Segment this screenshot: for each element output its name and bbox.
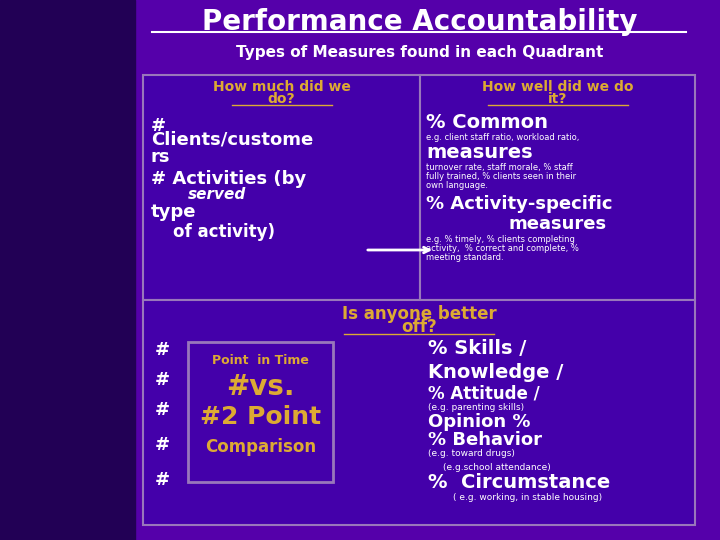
Text: activity,  % correct and complete, %: activity, % correct and complete, % <box>426 244 579 253</box>
Text: it?: it? <box>548 92 567 106</box>
Text: % Activity-specific: % Activity-specific <box>426 195 613 213</box>
Text: rs: rs <box>151 148 171 166</box>
Text: ( e.g. working, in stable housing): ( e.g. working, in stable housing) <box>453 494 602 503</box>
Text: measures: measures <box>426 143 533 162</box>
Text: % Common: % Common <box>426 113 548 132</box>
Text: of activity): of activity) <box>173 223 275 241</box>
Text: % Attitude /: % Attitude / <box>428 384 540 402</box>
Text: #: # <box>155 436 170 454</box>
Text: How well did we do: How well did we do <box>482 80 634 94</box>
Text: #: # <box>151 117 166 135</box>
Text: Performance Accountability: Performance Accountability <box>202 8 638 36</box>
Text: turnover rate, staff morale, % staff: turnover rate, staff morale, % staff <box>426 163 572 172</box>
Text: Comparison: Comparison <box>205 438 316 456</box>
Text: e.g. % timely, % clients completing: e.g. % timely, % clients completing <box>426 235 575 244</box>
Text: (e.g. toward drugs): (e.g. toward drugs) <box>428 449 515 458</box>
Text: Knowledge /: Knowledge / <box>428 362 563 381</box>
Text: #: # <box>155 341 170 359</box>
Text: #2 Point: #2 Point <box>200 405 321 429</box>
Text: type: type <box>151 203 197 221</box>
Text: (e.g.school attendance): (e.g.school attendance) <box>443 462 551 471</box>
Text: How much did we: How much did we <box>212 80 351 94</box>
Text: Clients/custome: Clients/custome <box>151 131 313 149</box>
Text: # Activities (by: # Activities (by <box>151 170 306 188</box>
Bar <box>0 0 135 540</box>
Bar <box>420 75 695 300</box>
Text: Types of Measures found in each Quadrant: Types of Measures found in each Quadrant <box>236 44 603 59</box>
Text: meeting standard.: meeting standard. <box>426 253 503 262</box>
Text: off?: off? <box>401 318 437 336</box>
Text: fully trained, % clients seen in their: fully trained, % clients seen in their <box>426 172 576 181</box>
Text: Point  in Time: Point in Time <box>212 354 309 367</box>
Text: served: served <box>188 187 246 202</box>
Bar <box>188 342 333 482</box>
Text: measures: measures <box>508 215 606 233</box>
Text: do?: do? <box>268 92 295 106</box>
Bar <box>143 75 420 300</box>
Text: Is anyone better: Is anyone better <box>341 305 496 323</box>
Text: #: # <box>155 371 170 389</box>
Text: % Skills /: % Skills / <box>428 339 526 357</box>
Text: #: # <box>155 471 170 489</box>
Text: (e.g. parenting skills): (e.g. parenting skills) <box>428 403 524 413</box>
Text: %  Circumstance: % Circumstance <box>428 474 611 492</box>
Text: e.g. client staff ratio, workload ratio,: e.g. client staff ratio, workload ratio, <box>426 133 580 142</box>
Bar <box>143 300 695 525</box>
Text: #: # <box>155 401 170 419</box>
Text: Opinion %: Opinion % <box>428 413 531 431</box>
Text: #vs.: #vs. <box>226 373 294 401</box>
Text: % Behavior: % Behavior <box>428 431 542 449</box>
Text: own language.: own language. <box>426 181 488 190</box>
